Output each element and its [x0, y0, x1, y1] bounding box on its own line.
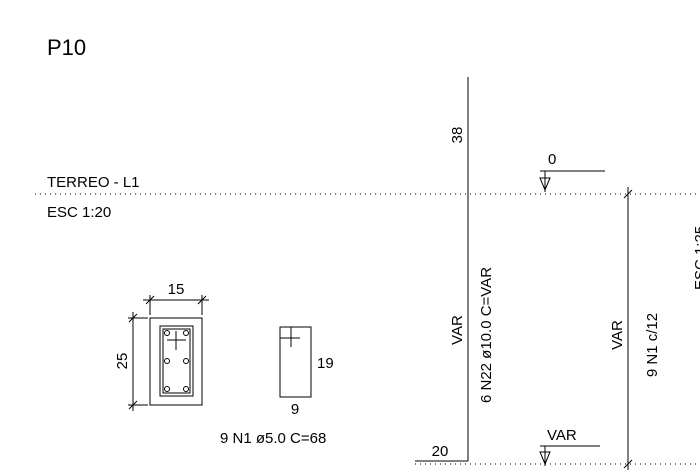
bar-length: VAR [449, 315, 466, 345]
elevation-bottom: VAR [547, 427, 577, 444]
stirrup-label: 9 N1 ø5.0 C=68 [220, 430, 326, 447]
run-length: VAR [609, 320, 626, 350]
elevation-mark [539, 170, 605, 466]
elevation-top: 0 [548, 151, 556, 168]
side-scale: ESC 1:25 [692, 226, 700, 290]
level-scale: ESC 1:20 [47, 204, 111, 221]
run-label: 9 N1 c/12 [644, 313, 661, 377]
stirrup [279, 326, 312, 398]
bar-bottom-hook: 20 [432, 443, 449, 460]
dimension [623, 187, 633, 470]
title: P10 [47, 35, 86, 60]
bar-top-hook: 38 [449, 127, 466, 144]
section [128, 295, 209, 411]
level-name: TERREO - L1 [47, 174, 140, 191]
stirrup-width: 9 [291, 401, 299, 418]
stirrup-height: 19 [317, 355, 334, 372]
bar-label: 6 N22 ø10.0 C=VAR [478, 267, 495, 403]
bar [415, 77, 469, 462]
section-width: 15 [168, 281, 185, 298]
section-height: 25 [114, 353, 131, 370]
